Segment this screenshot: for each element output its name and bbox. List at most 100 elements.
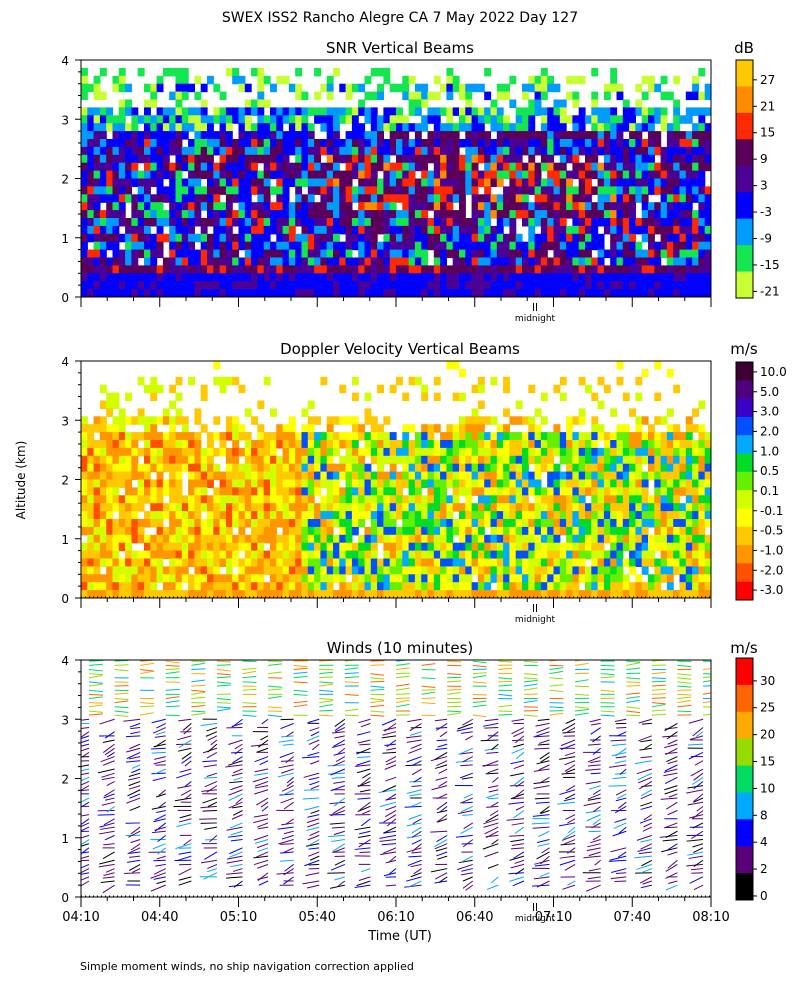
- snr-cell: [81, 146, 88, 156]
- snr-cell: [156, 75, 164, 85]
- velocity-cell: [207, 479, 214, 488]
- velocity-cell: [137, 519, 145, 528]
- snr-cell: [629, 257, 636, 266]
- velocity-cell: [477, 471, 485, 481]
- snr-cell: [503, 273, 510, 282]
- velocity-cell: [345, 416, 353, 425]
- velocity-cell: [93, 416, 101, 425]
- velocity-cell: [282, 447, 290, 457]
- snr-cell: [559, 233, 567, 243]
- snr-cell: [597, 107, 605, 116]
- snr-cell: [238, 202, 246, 211]
- snr-cell: [484, 91, 492, 101]
- velocity-cell: [427, 558, 435, 567]
- snr-cell: [660, 154, 668, 164]
- snr-cell: [162, 194, 170, 203]
- velocity-cell: [490, 487, 498, 496]
- snr-cell: [490, 146, 498, 156]
- velocity-cell: [641, 440, 649, 449]
- snr-cell: [641, 218, 649, 227]
- velocity-cell: [288, 550, 296, 560]
- velocity-cell: [641, 487, 649, 496]
- snr-cell: [648, 210, 655, 219]
- velocity-cell: [704, 487, 711, 496]
- snr-cell: [87, 154, 95, 164]
- snr-cell: [389, 202, 397, 211]
- velocity-cell: [282, 503, 290, 512]
- snr-cell: [540, 289, 548, 297]
- snr-cell: [528, 162, 536, 172]
- snr-cell: [566, 139, 573, 148]
- snr-cell: [383, 107, 391, 116]
- wind-barb: [99, 718, 115, 725]
- snr-cell: [427, 186, 435, 195]
- velocity-cell: [238, 534, 246, 544]
- velocity-cell: [93, 550, 101, 560]
- snr-cell: [484, 241, 492, 251]
- velocity-cell: [591, 526, 599, 536]
- snr-cell: [459, 210, 466, 219]
- snr-cell: [358, 146, 366, 156]
- snr-cell: [654, 146, 662, 156]
- velocity-cell: [112, 566, 120, 575]
- velocity-cell: [490, 542, 498, 552]
- snr-cell: [459, 91, 466, 101]
- velocity-cell: [93, 495, 101, 504]
- velocity-cell: [654, 566, 662, 575]
- velocity-cell: [666, 590, 674, 598]
- snr-cell: [427, 273, 435, 282]
- velocity-cell: [421, 471, 429, 481]
- snr-cell: [137, 210, 145, 219]
- snr-cell: [238, 123, 246, 132]
- velocity-cell: [131, 526, 139, 536]
- velocity-cell: [295, 503, 303, 512]
- snr-cell: [370, 241, 378, 251]
- snr-cell: [169, 67, 177, 77]
- velocity-cell: [301, 574, 309, 583]
- snr-cell: [465, 83, 473, 93]
- velocity-cell: [219, 447, 227, 457]
- velocity-cell: [635, 503, 643, 512]
- velocity-cell: [603, 534, 611, 544]
- snr-cell: [194, 115, 202, 124]
- snr-cell: [257, 186, 265, 195]
- velocity-cell: [194, 487, 202, 496]
- snr-cell: [295, 131, 303, 140]
- velocity-cell: [421, 447, 429, 457]
- snr-cell: [207, 123, 214, 132]
- snr-cell: [503, 249, 510, 259]
- velocity-cell: [263, 376, 271, 386]
- velocity-cell: [169, 424, 177, 433]
- snr-cell: [540, 139, 548, 148]
- wind-barb: [151, 751, 166, 754]
- snr-cell: [408, 249, 416, 259]
- snr-cell: [603, 186, 611, 195]
- snr-cell: [93, 170, 101, 180]
- velocity-cell: [175, 558, 183, 567]
- snr-cell: [490, 289, 498, 297]
- velocity-cell: [370, 566, 378, 575]
- snr-cell: [257, 123, 265, 132]
- velocity-cell: [383, 558, 391, 567]
- velocity-cell: [181, 416, 189, 425]
- velocity-cell: [99, 542, 107, 552]
- velocity-cell: [660, 440, 668, 449]
- snr-cell: [175, 83, 183, 93]
- velocity-cell: [515, 447, 523, 457]
- colorbar-swatch: [736, 435, 753, 455]
- velocity-cell: [339, 503, 347, 512]
- snr-cell: [553, 202, 561, 211]
- snr-cell: [559, 162, 567, 172]
- snr-cell: [99, 162, 107, 172]
- snr-cell: [137, 225, 145, 235]
- snr-cell: [125, 281, 132, 290]
- snr-cell: [459, 218, 466, 227]
- snr-cell: [314, 241, 321, 251]
- velocity-cell: [276, 432, 284, 441]
- velocity-cell: [559, 487, 567, 496]
- velocity-cell: [635, 574, 643, 583]
- velocity-cell: [270, 432, 277, 441]
- velocity-cell: [326, 526, 334, 536]
- velocity-cell: [685, 574, 693, 583]
- snr-cell: [333, 131, 340, 140]
